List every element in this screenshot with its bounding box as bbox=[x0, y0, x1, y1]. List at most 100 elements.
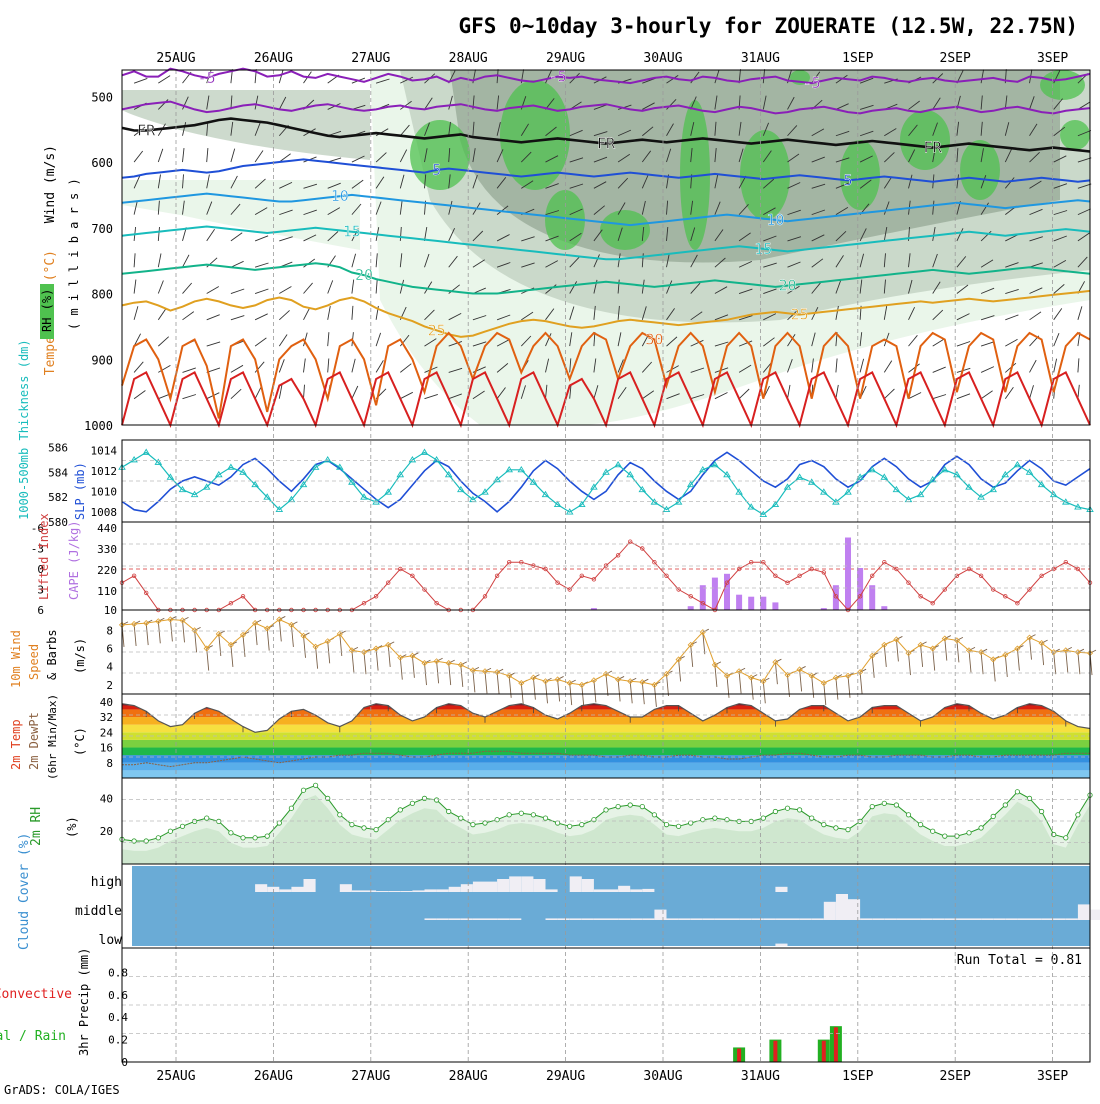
surface-wind-barb-flag bbox=[387, 641, 395, 646]
rh2m-point bbox=[179, 823, 186, 829]
cloud-bar-middle bbox=[581, 918, 594, 920]
wind-speed-point bbox=[1050, 649, 1057, 656]
wind-barb bbox=[133, 279, 137, 294]
rh-high-region bbox=[1060, 120, 1090, 150]
thickness-point bbox=[432, 456, 441, 463]
cloud-bar-middle bbox=[775, 918, 788, 920]
lifted-point bbox=[361, 601, 367, 606]
upper-air-ytick: 900 bbox=[91, 353, 113, 367]
wind-barb bbox=[496, 149, 504, 163]
temperature-band bbox=[122, 747, 1090, 756]
wind-barb bbox=[157, 200, 160, 215]
lifted-point bbox=[567, 587, 572, 592]
thickness-point bbox=[444, 470, 453, 478]
surface-wind-barb bbox=[750, 677, 754, 700]
wind-barb bbox=[1005, 288, 1019, 294]
wind-barb bbox=[182, 254, 190, 268]
wind-barb bbox=[883, 152, 895, 163]
cloud-bar-middle bbox=[497, 918, 510, 920]
wind-barb bbox=[883, 227, 888, 242]
thickness-point bbox=[227, 463, 235, 470]
wind-barb bbox=[206, 121, 209, 136]
cloud-bar-middle bbox=[424, 918, 437, 920]
chart-title: GFS 0~10day 3-hourly for ZOUERATE (12.5W… bbox=[458, 14, 1078, 38]
temperature-layer: 8 16 24 32 40 2m Temp 2m DewPt (6hr Min/Max) (°C… bbox=[9, 694, 1091, 780]
surface-wind-barb bbox=[653, 684, 657, 707]
wind-barb bbox=[303, 307, 311, 321]
wind-barb bbox=[980, 390, 993, 400]
precip-ytick: 0.8 bbox=[108, 966, 128, 979]
rh-high-region bbox=[900, 110, 950, 170]
temperature-band bbox=[122, 755, 1090, 763]
cape-bar bbox=[845, 537, 851, 610]
wind-barb bbox=[1029, 287, 1043, 294]
ylabel-precip-conv: Convective bbox=[0, 987, 72, 1002]
surface-wind-barb bbox=[424, 663, 427, 686]
surface-wind-barb-flag bbox=[896, 636, 903, 640]
wind-barb bbox=[1077, 232, 1090, 242]
rh2m-point bbox=[458, 815, 464, 821]
wind-barb bbox=[375, 152, 387, 163]
precip-convective-bar bbox=[773, 1040, 778, 1062]
cloud-bar-high bbox=[569, 876, 582, 892]
thickness-point bbox=[299, 480, 308, 488]
surface-wind-barb bbox=[557, 679, 561, 702]
wind-barb bbox=[230, 388, 242, 400]
surface-wind-barb bbox=[1053, 652, 1057, 675]
wind-barb bbox=[617, 387, 627, 399]
isotherm-line bbox=[121, 289, 1091, 338]
thickness-point bbox=[686, 480, 695, 488]
cloud-bar-middle bbox=[593, 918, 606, 920]
wind-speed-point bbox=[881, 641, 888, 648]
lifted-point bbox=[978, 573, 984, 578]
rh2m-point bbox=[675, 823, 682, 829]
surface-wind-barb-flag bbox=[569, 679, 576, 684]
isotherm-label: 15 bbox=[754, 240, 772, 258]
rh2m-point bbox=[893, 802, 900, 808]
lifted-point bbox=[579, 573, 584, 578]
cloud-bar-high bbox=[388, 891, 401, 892]
wind-barb bbox=[1005, 234, 1019, 242]
wind-barb bbox=[956, 313, 970, 321]
ylabel-wind-units: (m/s) bbox=[73, 638, 87, 674]
lifted-point bbox=[736, 566, 742, 572]
isotherm-line bbox=[121, 192, 1091, 227]
wind-speed-point bbox=[772, 659, 779, 666]
surface-wind-barb-flag bbox=[1041, 639, 1048, 644]
rh2m-point bbox=[1039, 808, 1045, 815]
wind-barb bbox=[1053, 333, 1060, 347]
lifted-point bbox=[628, 539, 633, 544]
wind-barb bbox=[182, 200, 185, 215]
lifted-point bbox=[615, 553, 621, 558]
thickness-layer: 580 582 584 586 1008 1010 1012 1014 1000-500mb T… bbox=[17, 339, 1094, 529]
wind-barb bbox=[690, 200, 694, 215]
wind-barb bbox=[157, 253, 162, 268]
surface-wind-barb bbox=[460, 664, 464, 687]
wind-speed-point bbox=[252, 620, 259, 627]
surface-wind-barb bbox=[1065, 650, 1069, 673]
rh2m-point bbox=[361, 825, 367, 831]
wind-barb bbox=[1004, 149, 1012, 163]
isotherm-label: -5 bbox=[198, 69, 216, 87]
thickness-line bbox=[121, 451, 1091, 516]
wind-barb bbox=[133, 306, 139, 320]
isotherm-line bbox=[121, 225, 1091, 261]
cloud-bar-middle bbox=[1017, 918, 1030, 920]
cloud-bar-high bbox=[279, 889, 292, 892]
date-label-top: 26AUG bbox=[254, 51, 293, 66]
wind-barb bbox=[1077, 208, 1091, 216]
rh2m-point bbox=[796, 807, 803, 813]
thickness-point bbox=[783, 483, 792, 490]
wind-barb bbox=[763, 207, 776, 216]
thickness-ytick: 580 bbox=[48, 516, 68, 529]
cloud-bar-middle bbox=[1053, 918, 1066, 920]
wind-speed-point bbox=[348, 647, 355, 654]
surface-wind-barb bbox=[920, 644, 924, 667]
wind-barb bbox=[351, 358, 356, 373]
isotherm-label: FR bbox=[924, 139, 943, 157]
wind-barb bbox=[133, 150, 144, 163]
cloud-bar-middle bbox=[981, 918, 994, 920]
wind-barb bbox=[1005, 338, 1018, 347]
rh2m-point bbox=[930, 828, 936, 834]
